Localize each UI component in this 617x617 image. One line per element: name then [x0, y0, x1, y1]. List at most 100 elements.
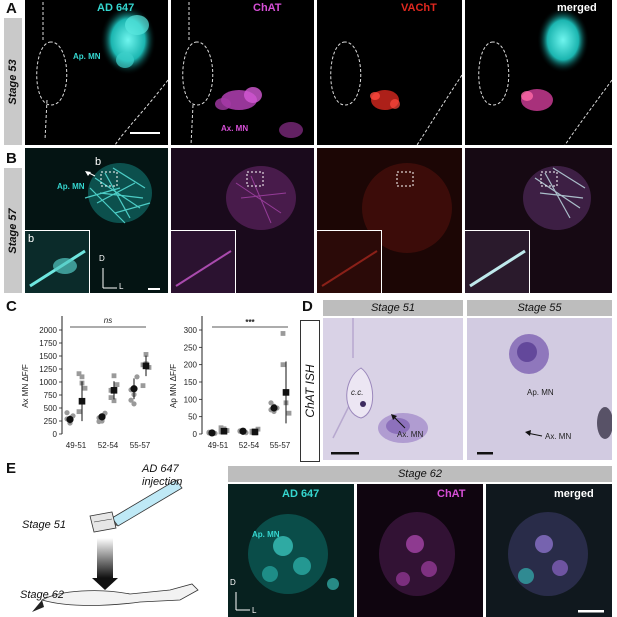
right-point-square — [286, 410, 292, 416]
left-xtick-label: 49-51 — [66, 441, 87, 450]
stage-51-label: Stage 51 — [22, 519, 66, 531]
left-point-square — [76, 409, 82, 415]
right-mean-circle — [270, 404, 278, 412]
right-mean-circle — [239, 427, 247, 435]
left-mean-circle — [98, 413, 106, 421]
annot-ax-mn-d2: Ax. MN — [545, 432, 572, 441]
inset-marker-b: b — [95, 156, 102, 168]
axis-d-b: D — [99, 254, 105, 263]
left-mean-square — [110, 387, 118, 394]
inset-b-ad647: b — [25, 230, 90, 293]
right-ytick-label: 100 — [184, 395, 198, 404]
right-xtick-label: 49-51 — [208, 441, 229, 450]
annot-ax-mn-d1: Ax. MN — [397, 430, 424, 439]
left-ytick-label: 250 — [44, 417, 58, 426]
left-point-square — [140, 383, 146, 389]
right-mean-circle — [208, 429, 216, 437]
channel-label-chat: ChAT — [253, 2, 282, 14]
injection-label-line1: AD 647 — [141, 463, 180, 475]
left-point-square — [111, 373, 117, 379]
inset-b-chat — [171, 230, 236, 293]
micro-a-vacht-art — [330, 41, 462, 145]
left-point-square — [114, 382, 120, 387]
micro-b-merged — [465, 148, 612, 293]
left-ytick-label: 1250 — [39, 365, 57, 374]
annot-ap-mn-e: Ap. MN — [252, 530, 280, 539]
panel-letter-b: B — [6, 150, 17, 167]
left-point-square — [76, 371, 82, 377]
left-point-square — [111, 398, 117, 404]
ish-header-stage55: Stage 55 — [467, 300, 612, 316]
micro-e-ad647-art — [235, 514, 339, 611]
micro-b-merged-art — [523, 166, 591, 230]
micro-a-chat-art — [182, 2, 303, 145]
annot-ax-mn-a: Ax. MN — [221, 124, 249, 133]
micro-a-merged-art — [478, 7, 612, 145]
right-xtick-label: 55-57 — [270, 441, 291, 450]
annot-ap-mn-a: Ap. MN — [73, 52, 101, 61]
right-ytick-label: 300 — [184, 326, 198, 335]
left-mean-circle — [130, 385, 138, 393]
left-ytick-label: 0 — [53, 430, 58, 439]
right-mean-square — [220, 427, 228, 435]
micro-b-ad647-art — [84, 163, 160, 290]
channel-label-ad647: AD 647 — [97, 2, 135, 14]
inset-letter-b: b — [28, 233, 35, 245]
tadpole-limb-bud-icon — [89, 511, 117, 533]
left-xtick-label: 52-54 — [98, 441, 119, 450]
right-ytick-label: 250 — [184, 343, 198, 352]
right-ytick-label: 150 — [184, 378, 198, 387]
annot-cc: c.c. — [351, 388, 364, 397]
arrow-down-icon — [92, 538, 118, 590]
panel-letter-c: C — [6, 298, 17, 315]
left-point-square — [79, 374, 85, 380]
stage-tab-b: Stage 57 — [4, 168, 22, 293]
channel-label-e-chat: ChAT — [437, 488, 466, 500]
left-point-square — [143, 352, 149, 357]
micro-b-ad647: Ap. MN b D L b — [25, 148, 168, 293]
right-point-square — [280, 331, 286, 336]
ish-header-stage51: Stage 51 — [323, 300, 463, 316]
chart-right-ylabel: Ap MN ΔF/F — [169, 364, 178, 408]
left-point-square — [82, 385, 88, 391]
panel-letter-e: E — [6, 460, 17, 477]
chart-ap-mn: Ap MN ΔF/F 0 50 100 150 200 250 300 49-51 52-54… — [169, 316, 292, 450]
left-ytick-label: 500 — [44, 404, 58, 413]
micro-a-ad647: AD 647 Ap. MN — [25, 0, 168, 145]
micro-a-merged: merged — [465, 0, 612, 145]
axis-l-e: L — [252, 606, 257, 615]
left-ytick-label: 750 — [44, 391, 58, 400]
inset-b-vacht — [317, 230, 382, 293]
channel-label-e-ad647: AD 647 — [282, 488, 320, 500]
left-point-circle — [134, 374, 140, 380]
chart-ax-mn: Ax MN ΔF/F 0 250 500 750 1000 1250 1500 1750 200… — [21, 316, 152, 450]
micro-a-ad647-art — [36, 2, 168, 145]
panel-letter-a: A — [6, 0, 17, 17]
axis-d-e: D — [230, 578, 236, 587]
micro-b-vacht — [317, 148, 462, 293]
right-mean-square — [282, 389, 290, 396]
stage-tab-a: Stage 53 — [4, 18, 22, 145]
right-ytick-label: 200 — [184, 361, 198, 370]
left-point-circle — [131, 401, 137, 407]
micro-b-chat-art — [226, 166, 296, 230]
micro-a-vacht: VAChT — [317, 0, 462, 145]
micro-e-merged-art — [508, 512, 604, 613]
left-ytick-label: 1750 — [39, 339, 57, 348]
left-ytick-label: 1000 — [39, 378, 57, 387]
left-ytick-label: 1500 — [39, 352, 57, 361]
frog-hindlimb-icon — [32, 583, 199, 612]
ish-stage55-image: Ap. MN Ax. MN — [467, 318, 612, 460]
right-point-square — [280, 362, 286, 368]
annot-ap-mn-d: Ap. MN — [527, 388, 554, 397]
micro-e-chat-art — [379, 512, 455, 596]
ish-stage51-image: c.c. Ax. MN — [323, 318, 463, 460]
micro-e-merged: merged — [486, 484, 612, 617]
left-ytick-label: 2000 — [39, 326, 57, 335]
micro-b-vacht-art — [362, 163, 452, 253]
stage-62-label: Stage 62 — [20, 589, 64, 601]
stage-62-header: Stage 62 — [228, 466, 612, 482]
micro-a-chat: ChAT Ax. MN — [171, 0, 314, 145]
axis-l-b: L — [119, 282, 124, 291]
right-mean-square — [251, 428, 259, 436]
